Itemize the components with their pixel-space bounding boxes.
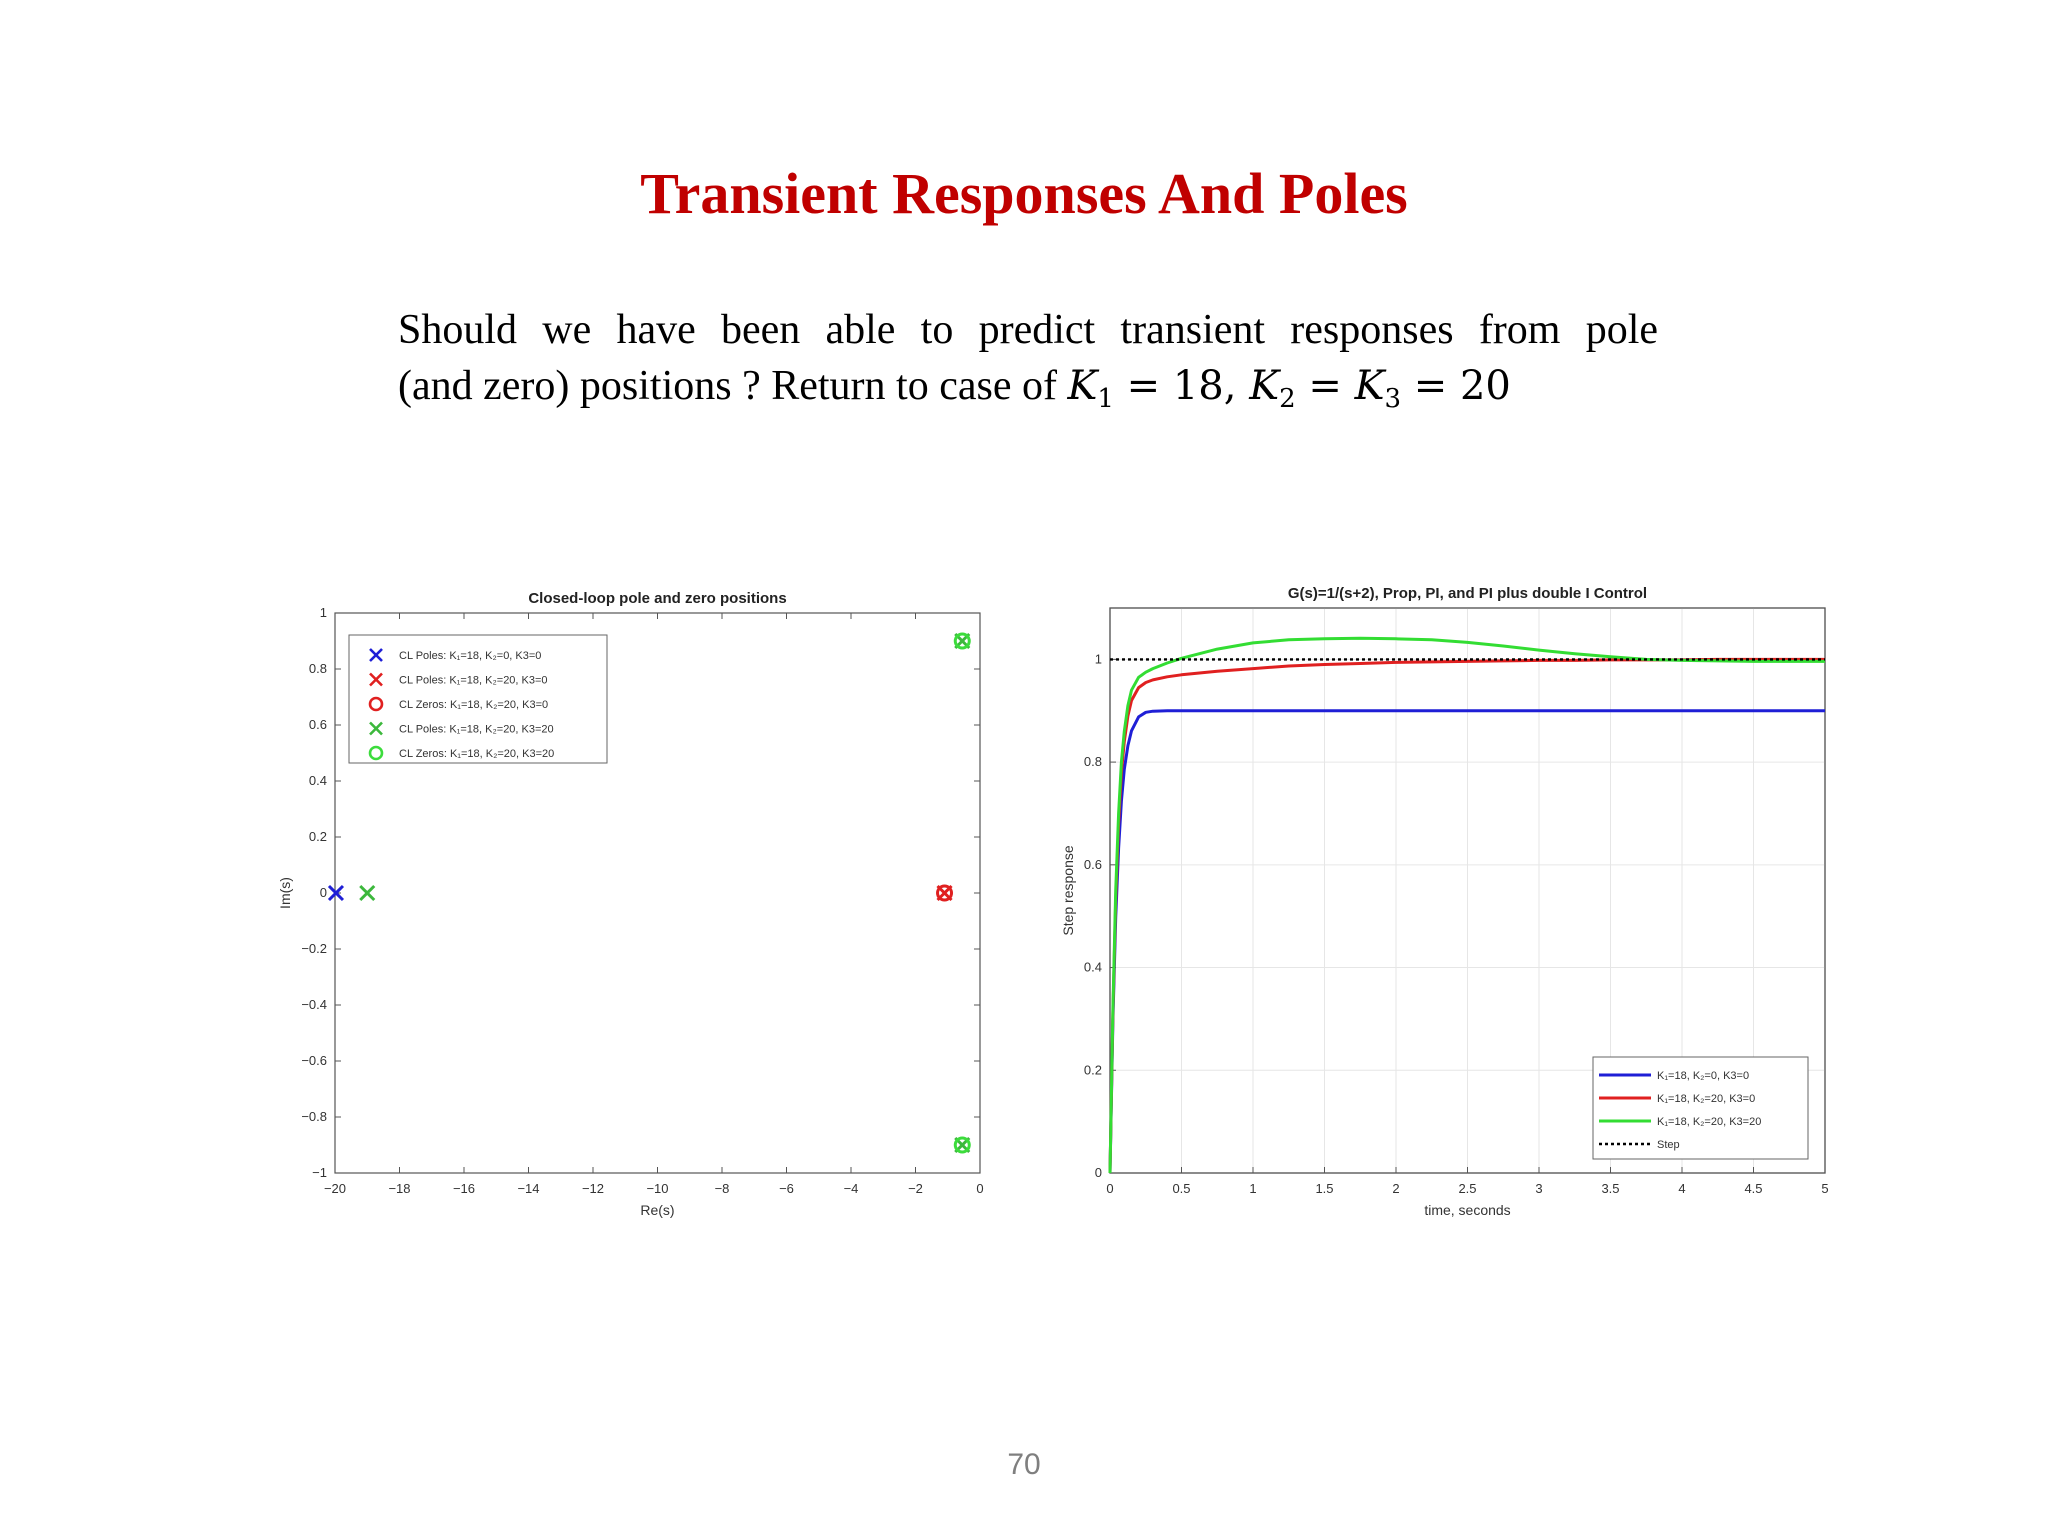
legend: CL Poles: K₁=18, K₂=0, K3=0 CL Poles: K₁=…: [348, 634, 608, 764]
k2k3-value: 20: [1459, 363, 1511, 409]
zero-marker: [936, 884, 954, 902]
x-tick-label: −6: [779, 1181, 794, 1196]
slide-title: Transient Responses And Poles: [640, 161, 1408, 226]
x-tick-label: 2: [1392, 1181, 1399, 1196]
body-line-2: (and zero) positions ? Return to case of…: [398, 358, 1658, 427]
x-tick-label: 4.5: [1744, 1181, 1762, 1196]
k1-value: 18: [1172, 363, 1224, 409]
y-tick-label: 0.4: [309, 773, 327, 788]
chart-title: Closed-loop pole and zero positions: [528, 590, 786, 607]
y-tick-label: 0: [320, 885, 327, 900]
y-tick-label: 0.2: [309, 829, 327, 844]
pole-marker: [359, 884, 376, 902]
x-tick-label: 5: [1821, 1181, 1828, 1196]
zero-marker-circle: [936, 884, 954, 902]
y-tick-label: −0.8: [301, 1109, 327, 1124]
step-response-plot: G(s)=1/(s+2), Prop, PI, and PI plus doub…: [1060, 585, 1829, 1218]
zero-marker-circle: [953, 1136, 971, 1154]
legend-label: Step: [1657, 1139, 1680, 1151]
chart-title: G(s)=1/(s+2), Prop, PI, and PI plus doub…: [1288, 585, 1647, 602]
x-tick-label: 0: [976, 1181, 983, 1196]
x-tick-label: 0.5: [1172, 1181, 1190, 1196]
pole-marker-stroke: [369, 721, 383, 736]
x-axis-label: Re(s): [640, 1202, 674, 1218]
legend-entry: K₁=18, K₂=20, K3=20: [1599, 1116, 1761, 1128]
legend-symbol: [368, 696, 384, 712]
legend-label: CL Poles: K₁=18, K₂=0, K3=0: [399, 650, 541, 662]
x-tick-label: −2: [908, 1181, 923, 1196]
series-line: [1108, 709, 1825, 1174]
y-tick-label: 0.2: [1084, 1062, 1102, 1077]
y-tick-label: −1: [312, 1165, 327, 1180]
body-line-1: Should we have been able to predict tran…: [398, 307, 1658, 353]
zero-marker-circle: [953, 632, 971, 650]
y-tick-label: 1: [320, 605, 327, 620]
pole-zero-plot: Closed-loop pole and zero positions−20 −1…: [280, 590, 984, 1218]
pole-marker: [327, 884, 345, 902]
x-tick-label: 3: [1535, 1181, 1542, 1196]
x-tick-label: 1: [1249, 1181, 1256, 1196]
legend-entry: K₁=18, K₂=0, K3=0: [1599, 1070, 1749, 1082]
x-tick-label: 1.5: [1315, 1181, 1333, 1196]
x-tick-label: −10: [646, 1181, 668, 1196]
pole-marker-stroke: [369, 648, 383, 662]
y-tick-label: −0.6: [301, 1053, 327, 1068]
x-tick-label: −16: [453, 1181, 475, 1196]
legend-entry: CL Poles: K₁=18, K₂=20, K3=20: [369, 721, 554, 736]
legend-symbol: [368, 745, 384, 761]
legend-label: CL Poles: K₁=18, K₂=20, K3=20: [399, 724, 554, 736]
x-tick-label: 4: [1678, 1181, 1685, 1196]
pole-marker-stroke: [359, 884, 376, 902]
x-tick-label: −12: [582, 1181, 604, 1196]
legend-entry: CL Zeros: K₁=18, K₂=20, K3=20: [368, 745, 554, 761]
y-tick-label: 0.6: [309, 717, 327, 732]
legend-label: K₁=18, K₂=0, K3=0: [1657, 1070, 1749, 1082]
x-tick-label: 3.5: [1601, 1181, 1619, 1196]
x-tick-label: 2.5: [1458, 1181, 1476, 1196]
x-tick-label: −20: [324, 1181, 346, 1196]
y-tick-label: −0.2: [301, 941, 327, 956]
zero-marker: [953, 632, 971, 650]
slide-body: Should we have been able to predict tran…: [398, 302, 1658, 427]
legend-label: K₁=18, K₂=20, K3=0: [1657, 1093, 1755, 1105]
page-number: 70: [1007, 1448, 1041, 1481]
legend-entry: Step: [1599, 1139, 1680, 1151]
pole-marker-stroke: [369, 672, 383, 687]
legend-label: CL Poles: K₁=18, K₂=20, K3=0: [399, 675, 548, 687]
legend: K₁=18, K₂=0, K3=0 K₁=18, K₂=20, K3=0 K₁=18…: [1592, 1056, 1809, 1160]
y-axis-label: Step response: [1060, 845, 1076, 935]
y-tick-label: 0.8: [309, 661, 327, 676]
x-tick-label: −18: [388, 1181, 410, 1196]
body-line-2-text: (and zero) positions ? Return to case of: [398, 363, 1068, 409]
legend-label: CL Zeros: K₁=18, K₂=20, K3=20: [399, 748, 554, 760]
y-axis-label: Im(s): [280, 877, 293, 909]
plot-frame: [1109, 607, 1826, 1174]
legend-entry: K₁=18, K₂=20, K3=0: [1599, 1093, 1755, 1105]
legend-entry: CL Zeros: K₁=18, K₂=20, K3=0: [368, 696, 548, 712]
legend-box: [348, 634, 608, 764]
legend-label: K₁=18, K₂=20, K3=20: [1657, 1116, 1761, 1128]
x-tick-label: −4: [844, 1181, 859, 1196]
y-tick-label: −0.4: [301, 997, 327, 1012]
y-tick-label: 0.8: [1084, 754, 1102, 769]
pole-marker-stroke: [327, 884, 345, 902]
x-tick-label: 0: [1106, 1181, 1113, 1196]
x-tick-label: −8: [715, 1181, 730, 1196]
legend-entry: CL Poles: K₁=18, K₂=20, K3=0: [369, 672, 548, 687]
y-tick-label: 0.4: [1084, 960, 1102, 975]
y-tick-label: 0: [1095, 1165, 1102, 1180]
x-axis-label: time, seconds: [1424, 1202, 1510, 1218]
legend-entry: CL Poles: K₁=18, K₂=0, K3=0: [369, 648, 541, 662]
zero-marker: [953, 1136, 971, 1154]
x-tick-label: −14: [517, 1181, 539, 1196]
gain-equation: K1 = 18, K2 = K3 = 20: [1067, 363, 1511, 414]
y-tick-label: 1: [1095, 651, 1102, 666]
legend-label: CL Zeros: K₁=18, K₂=20, K3=0: [399, 699, 548, 711]
y-tick-label: 0.6: [1084, 857, 1102, 872]
